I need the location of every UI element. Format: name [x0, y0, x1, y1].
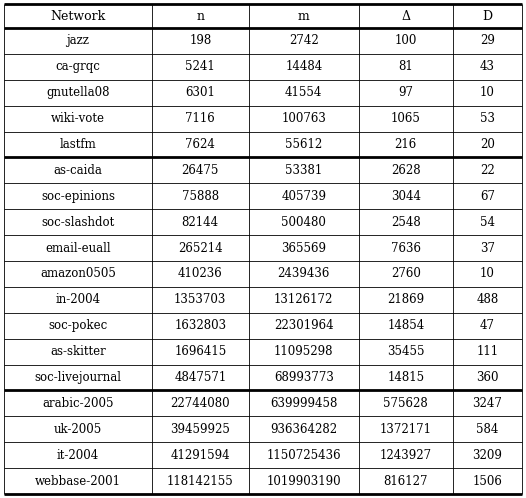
Text: 81: 81 [398, 60, 413, 73]
Text: 13126172: 13126172 [274, 293, 333, 306]
Text: soc-slashdot: soc-slashdot [42, 216, 115, 229]
Text: 55612: 55612 [285, 138, 322, 151]
Text: soc-livejournal: soc-livejournal [34, 371, 122, 384]
Text: 1353703: 1353703 [174, 293, 227, 306]
Text: 100: 100 [394, 34, 417, 47]
Text: soc-pokec: soc-pokec [48, 319, 107, 332]
Text: 1243927: 1243927 [380, 449, 432, 462]
Text: 4847571: 4847571 [174, 371, 226, 384]
Text: 6301: 6301 [185, 86, 215, 99]
Text: Δ: Δ [401, 9, 410, 22]
Text: as-skitter: as-skitter [50, 345, 106, 358]
Text: 22301964: 22301964 [274, 319, 333, 332]
Text: 584: 584 [476, 423, 499, 436]
Text: 11095298: 11095298 [274, 345, 333, 358]
Text: 67: 67 [480, 190, 495, 203]
Text: 1632803: 1632803 [174, 319, 226, 332]
Text: 216: 216 [394, 138, 417, 151]
Text: as-caida: as-caida [54, 164, 103, 177]
Text: soc-epinions: soc-epinions [41, 190, 115, 203]
Text: 1506: 1506 [472, 475, 502, 488]
Text: 1065: 1065 [391, 112, 421, 125]
Text: 22744080: 22744080 [170, 397, 230, 410]
Text: m: m [298, 9, 310, 22]
Text: 2742: 2742 [289, 34, 319, 47]
Text: 2548: 2548 [391, 216, 421, 229]
Text: 575628: 575628 [383, 397, 428, 410]
Text: 365569: 365569 [281, 242, 326, 254]
Text: 360: 360 [476, 371, 499, 384]
Text: 1372171: 1372171 [380, 423, 432, 436]
Text: 1019903190: 1019903190 [267, 475, 341, 488]
Text: 2760: 2760 [391, 267, 421, 280]
Text: uk-2005: uk-2005 [54, 423, 102, 436]
Text: amazon0505: amazon0505 [40, 267, 116, 280]
Text: 7116: 7116 [185, 112, 215, 125]
Text: gnutella08: gnutella08 [46, 86, 110, 99]
Text: 5241: 5241 [185, 60, 215, 73]
Text: jazz: jazz [66, 34, 89, 47]
Text: D: D [482, 9, 492, 22]
Text: Network: Network [50, 9, 106, 22]
Text: 1696415: 1696415 [174, 345, 226, 358]
Text: 35455: 35455 [387, 345, 424, 358]
Text: 111: 111 [476, 345, 499, 358]
Text: 500480: 500480 [281, 216, 326, 229]
Text: 2439436: 2439436 [278, 267, 330, 280]
Text: 10: 10 [480, 86, 495, 99]
Text: lastfm: lastfm [59, 138, 96, 151]
Text: 2628: 2628 [391, 164, 421, 177]
Text: 75888: 75888 [181, 190, 219, 203]
Text: 410236: 410236 [178, 267, 222, 280]
Text: 488: 488 [476, 293, 499, 306]
Text: 639999458: 639999458 [270, 397, 338, 410]
Text: n: n [196, 9, 204, 22]
Text: email-euall: email-euall [45, 242, 111, 254]
Text: 53: 53 [480, 112, 495, 125]
Text: wiki-vote: wiki-vote [51, 112, 105, 125]
Text: 3247: 3247 [472, 397, 502, 410]
Text: 7624: 7624 [185, 138, 215, 151]
Text: 97: 97 [398, 86, 413, 99]
Text: 3209: 3209 [472, 449, 502, 462]
Text: 936364282: 936364282 [270, 423, 337, 436]
Text: 265214: 265214 [178, 242, 222, 254]
Text: arabic-2005: arabic-2005 [42, 397, 114, 410]
Text: 10: 10 [480, 267, 495, 280]
Text: 26475: 26475 [181, 164, 219, 177]
Text: 82144: 82144 [181, 216, 219, 229]
Text: 37: 37 [480, 242, 495, 254]
Text: 39459925: 39459925 [170, 423, 230, 436]
Text: 405739: 405739 [281, 190, 326, 203]
Text: 21869: 21869 [387, 293, 424, 306]
Text: 54: 54 [480, 216, 495, 229]
Text: 29: 29 [480, 34, 495, 47]
Text: 68993773: 68993773 [274, 371, 333, 384]
Text: 7636: 7636 [391, 242, 421, 254]
Text: 14815: 14815 [387, 371, 424, 384]
Text: 198: 198 [189, 34, 211, 47]
Text: 43: 43 [480, 60, 495, 73]
Text: 100763: 100763 [281, 112, 326, 125]
Text: 41554: 41554 [285, 86, 322, 99]
Text: ca-grqc: ca-grqc [55, 60, 100, 73]
Text: 14854: 14854 [387, 319, 424, 332]
Text: 3044: 3044 [391, 190, 421, 203]
Text: 22: 22 [480, 164, 495, 177]
Text: 20: 20 [480, 138, 495, 151]
Text: webbase-2001: webbase-2001 [35, 475, 121, 488]
Text: 816127: 816127 [383, 475, 428, 488]
Text: 47: 47 [480, 319, 495, 332]
Text: 118142155: 118142155 [167, 475, 234, 488]
Text: it-2004: it-2004 [57, 449, 99, 462]
Text: 53381: 53381 [285, 164, 322, 177]
Text: 1150725436: 1150725436 [267, 449, 341, 462]
Text: 14484: 14484 [285, 60, 322, 73]
Text: 41291594: 41291594 [170, 449, 230, 462]
Text: in-2004: in-2004 [55, 293, 100, 306]
